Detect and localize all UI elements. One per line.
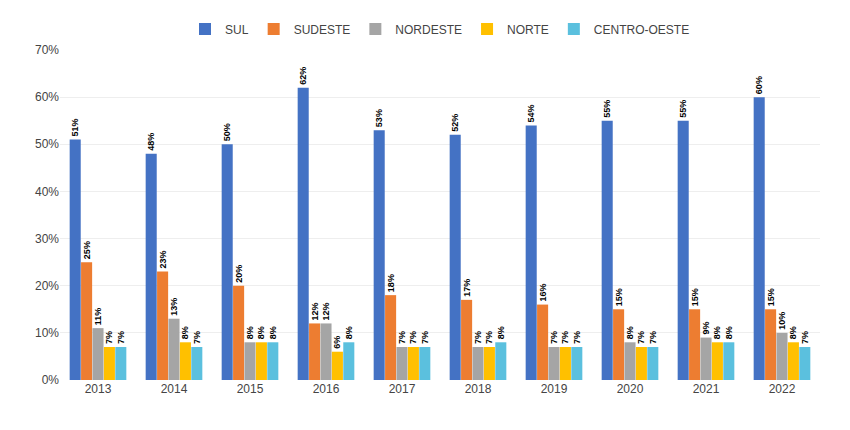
svg-text:55%: 55% — [602, 100, 612, 118]
svg-text:15%: 15% — [690, 288, 700, 306]
svg-text:8%: 8% — [496, 326, 506, 339]
svg-text:11%: 11% — [93, 308, 103, 326]
svg-text:7%: 7% — [116, 331, 126, 344]
svg-text:60%: 60% — [754, 76, 764, 94]
svg-text:7%: 7% — [408, 331, 418, 344]
svg-text:18%: 18% — [386, 274, 396, 292]
svg-text:2014: 2014 — [161, 382, 188, 396]
svg-text:8%: 8% — [712, 326, 722, 339]
svg-text:40%: 40% — [35, 185, 59, 199]
svg-text:50%: 50% — [35, 137, 59, 151]
svg-text:20%: 20% — [35, 279, 59, 293]
svg-text:7%: 7% — [648, 331, 658, 344]
svg-text:30%: 30% — [35, 232, 59, 246]
svg-text:20%: 20% — [234, 265, 244, 283]
svg-text:8%: 8% — [344, 326, 354, 339]
svg-text:7%: 7% — [473, 331, 483, 344]
svg-text:8%: 8% — [180, 326, 190, 339]
svg-text:51%: 51% — [70, 119, 80, 137]
svg-text:52%: 52% — [450, 114, 460, 132]
svg-text:50%: 50% — [222, 123, 232, 141]
svg-text:7%: 7% — [420, 331, 430, 344]
svg-text:6%: 6% — [332, 336, 342, 349]
svg-text:2021: 2021 — [693, 382, 720, 396]
svg-text:2013: 2013 — [85, 382, 112, 396]
svg-text:70%: 70% — [35, 43, 59, 57]
svg-text:NORDESTE: NORDESTE — [395, 23, 462, 37]
svg-text:55%: 55% — [678, 100, 688, 118]
svg-text:SUDESTE: SUDESTE — [294, 23, 351, 37]
svg-text:54%: 54% — [526, 104, 536, 122]
svg-text:10%: 10% — [777, 312, 787, 330]
svg-text:2018: 2018 — [465, 382, 492, 396]
svg-text:7%: 7% — [484, 331, 494, 344]
svg-text:12%: 12% — [310, 302, 320, 320]
svg-text:2015: 2015 — [237, 382, 264, 396]
svg-text:62%: 62% — [298, 67, 308, 85]
svg-text:0%: 0% — [42, 373, 60, 387]
svg-text:12%: 12% — [321, 302, 331, 320]
svg-text:8%: 8% — [625, 326, 635, 339]
svg-text:10%: 10% — [35, 326, 59, 340]
svg-text:15%: 15% — [766, 288, 776, 306]
svg-text:2019: 2019 — [541, 382, 568, 396]
svg-text:53%: 53% — [374, 109, 384, 127]
svg-text:8%: 8% — [268, 326, 278, 339]
svg-text:CENTRO-OESTE: CENTRO-OESTE — [594, 23, 689, 37]
svg-text:2020: 2020 — [617, 382, 644, 396]
svg-text:15%: 15% — [614, 288, 624, 306]
svg-text:48%: 48% — [146, 133, 156, 151]
svg-text:7%: 7% — [560, 331, 570, 344]
svg-text:SUL: SUL — [225, 23, 249, 37]
svg-text:8%: 8% — [788, 326, 798, 339]
svg-text:23%: 23% — [158, 251, 168, 269]
svg-text:8%: 8% — [245, 326, 255, 339]
svg-text:NORTE: NORTE — [507, 23, 549, 37]
svg-text:13%: 13% — [169, 298, 179, 316]
svg-text:2022: 2022 — [769, 382, 796, 396]
svg-text:7%: 7% — [104, 331, 114, 344]
svg-text:25%: 25% — [82, 241, 92, 259]
svg-text:7%: 7% — [397, 331, 407, 344]
svg-text:7%: 7% — [800, 331, 810, 344]
svg-text:7%: 7% — [192, 331, 202, 344]
svg-text:7%: 7% — [549, 331, 559, 344]
svg-text:2016: 2016 — [313, 382, 340, 396]
svg-text:8%: 8% — [724, 326, 734, 339]
svg-text:7%: 7% — [636, 331, 646, 344]
svg-text:2017: 2017 — [389, 382, 416, 396]
svg-text:8%: 8% — [256, 326, 266, 339]
svg-text:60%: 60% — [35, 90, 59, 104]
svg-text:16%: 16% — [538, 284, 548, 302]
svg-text:17%: 17% — [462, 279, 472, 297]
svg-text:7%: 7% — [572, 331, 582, 344]
svg-text:9%: 9% — [701, 322, 711, 335]
